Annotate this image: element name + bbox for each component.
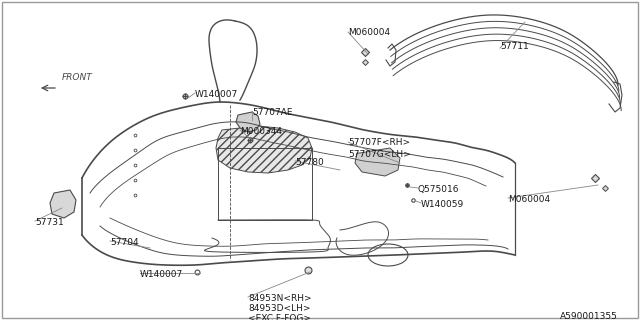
Text: Q575016: Q575016 xyxy=(418,185,460,194)
Text: M060004: M060004 xyxy=(348,28,390,37)
Text: M000344: M000344 xyxy=(240,127,282,136)
Text: 57707AE: 57707AE xyxy=(252,108,292,117)
Polygon shape xyxy=(236,112,260,132)
Text: 84953N<RH>: 84953N<RH> xyxy=(248,294,312,303)
Text: <EXC.F-FOG>: <EXC.F-FOG> xyxy=(248,314,311,320)
Text: FRONT: FRONT xyxy=(62,73,93,82)
Polygon shape xyxy=(216,126,312,173)
Text: A590001355: A590001355 xyxy=(560,312,618,320)
Text: M060004: M060004 xyxy=(508,195,550,204)
Text: W140059: W140059 xyxy=(421,200,464,209)
Text: 57780: 57780 xyxy=(295,158,324,167)
Text: 57711: 57711 xyxy=(500,42,529,51)
Text: W140007: W140007 xyxy=(195,90,238,99)
Polygon shape xyxy=(355,148,400,176)
Text: 57704: 57704 xyxy=(110,238,139,247)
Text: 57731: 57731 xyxy=(35,218,64,227)
Text: 57707F<RH>: 57707F<RH> xyxy=(348,138,410,147)
Text: 57707G<LH>: 57707G<LH> xyxy=(348,150,411,159)
Text: 84953D<LH>: 84953D<LH> xyxy=(248,304,310,313)
Text: W140007: W140007 xyxy=(140,270,183,279)
Polygon shape xyxy=(50,190,76,218)
